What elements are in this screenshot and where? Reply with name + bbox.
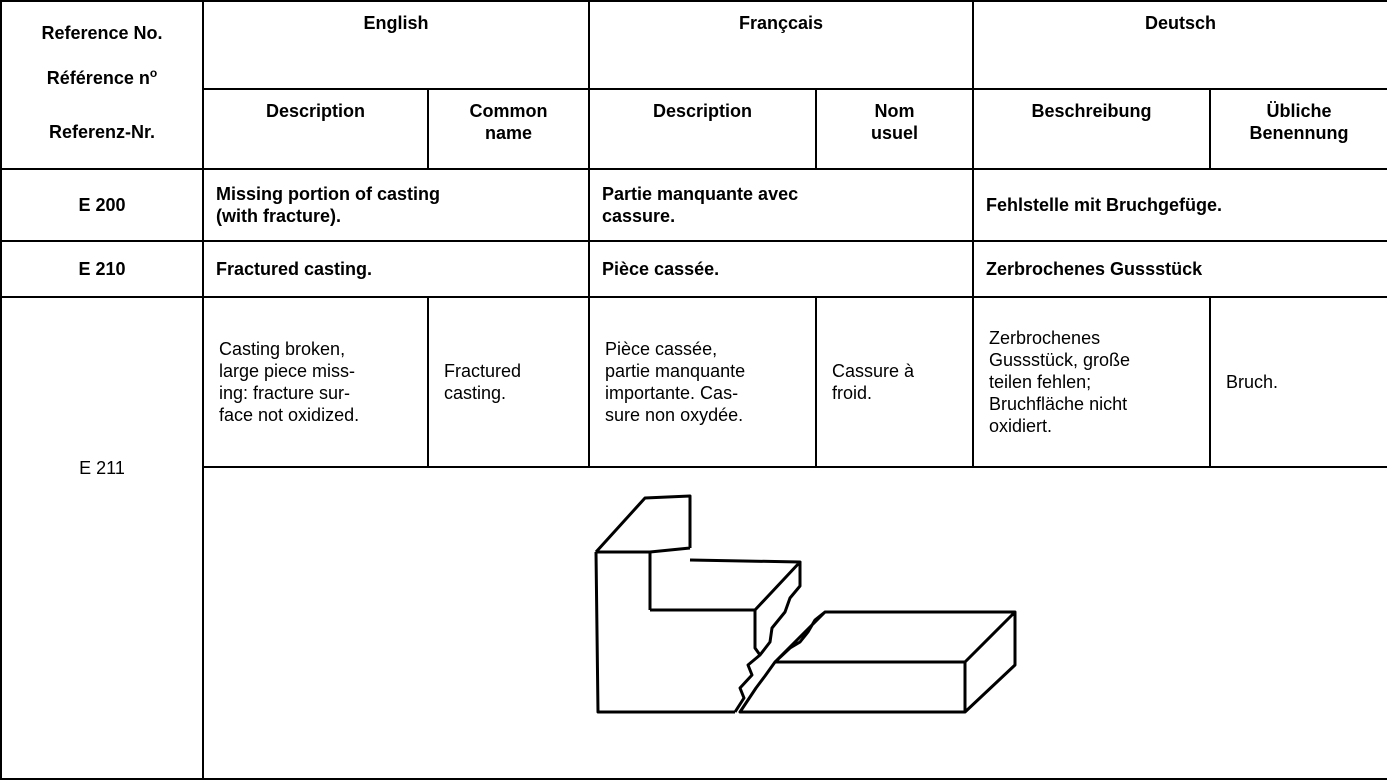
language-header: Françcais (588, 0, 975, 90)
text-line: Casting broken, (219, 339, 346, 359)
text-line: cassure. (602, 206, 676, 226)
reference-cell: E 210 (0, 240, 204, 298)
subcolumn-header: Description (588, 88, 818, 170)
reference: E 200 (78, 195, 126, 215)
text-line: Übliche (1266, 101, 1332, 121)
text-line: Cassure à (832, 361, 915, 381)
language-header: Deutsch (972, 0, 1387, 90)
description-cell: Pièce cassée, partie manquante importante.… (588, 296, 818, 468)
text-line: Bruchfläche nicht (989, 394, 1128, 414)
description-cell: Fehlstelle mit Bruchgefüge. (972, 168, 1387, 242)
text-line: Fractured (444, 361, 522, 381)
text-line: Fehlstelle mit Bruchgefüge. (986, 195, 1223, 215)
reference-cell: E 211 (0, 296, 204, 780)
header-text: Deutsch (1145, 13, 1217, 33)
text-line: (with fracture). (216, 206, 342, 226)
text-line: Zerbrochenes Gussstück (986, 259, 1203, 279)
text-line: Pièce cassée, (605, 339, 718, 359)
text-line: importante. Cas- (605, 383, 739, 403)
text-line: large piece miss- (219, 361, 356, 381)
header-text: Référence n (46, 68, 150, 88)
description-cell: Pièce cassée. (588, 240, 975, 298)
text-line: partie manquante (605, 361, 746, 381)
text-line: oxidiert. (989, 416, 1053, 436)
header-line: Referenz-Nr. (48, 122, 156, 142)
text-line: casting. (444, 383, 507, 403)
subcolumn-header: Nom usuel (815, 88, 975, 170)
superscript: o (149, 66, 158, 80)
description-cell: Fractured casting. (426, 296, 591, 468)
text-line: Partie manquante avec (602, 184, 799, 204)
reference-cell: E 200 (0, 168, 204, 242)
text-line: Bruch. (1226, 372, 1279, 392)
text-line: Benennung (1249, 123, 1349, 143)
text-line: Nom (874, 101, 915, 121)
illustration-cell (201, 466, 1387, 780)
description-cell: Missing portion of casting (with fracture… (201, 168, 591, 242)
text-line: Fractured casting. (216, 259, 373, 279)
text-line: Pièce cassée. (602, 259, 720, 279)
text-line: froid. (832, 383, 873, 403)
text-line: face not oxidized. (219, 405, 360, 425)
description-cell: Partie manquante avec cassure. (588, 168, 975, 242)
text-line: Gussstück, große (989, 350, 1131, 370)
reference: E 210 (78, 259, 126, 279)
text-line: name (484, 123, 533, 143)
description-cell: Fractured casting. (201, 240, 591, 298)
text-line: Description (653, 101, 753, 121)
subcolumn-header: Beschreibung (972, 88, 1212, 170)
description-cell: Zerbrochenes Gussstück (972, 240, 1387, 298)
subcolumn-header: Übliche Benennung (1209, 88, 1387, 170)
text-line: Beschreibung (1031, 101, 1152, 121)
header-line: Reference No. (41, 23, 163, 43)
text-line: sure non oxydée. (605, 405, 744, 425)
header-text: Françcais (738, 13, 824, 33)
text-line: usuel (871, 123, 919, 143)
description-cell: Casting broken, large piece miss-ing: fra… (202, 296, 429, 468)
description-cell: Zerbrochenes Gussstück, große teilen fehle… (972, 296, 1212, 468)
reference: E 211 (79, 458, 125, 478)
text-line: Zerbrochenes (989, 328, 1101, 348)
header-text: English (363, 13, 429, 33)
text-line: ing: fracture sur- (219, 383, 351, 403)
subcolumn-header: Common name (426, 88, 591, 170)
text-line: Missing portion of casting (216, 184, 440, 204)
text-line: teilen fehlen; (989, 372, 1092, 392)
description-cell: Cassure à froid. (815, 296, 975, 468)
reference-header: Reference No. Référence no Referenz-Nr. (0, 0, 204, 170)
text-line: Description (265, 101, 366, 121)
subcolumn-header: Description (202, 88, 429, 170)
description-cell: Bruch. (1209, 296, 1387, 468)
text-line: Common (469, 101, 548, 121)
language-header: English (201, 0, 591, 90)
header-line: Référence no (14, 62, 190, 89)
